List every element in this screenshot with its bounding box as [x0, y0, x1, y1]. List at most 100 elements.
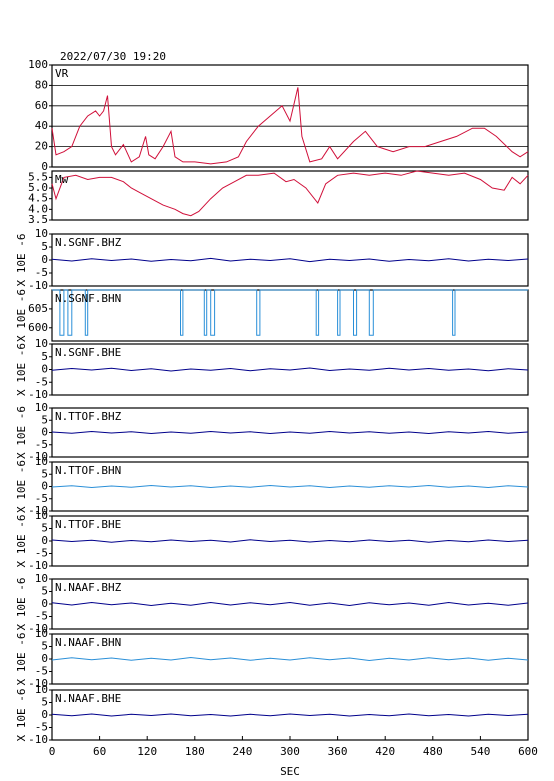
y-tick-label: 100	[28, 58, 48, 71]
y-tick-label: -10	[28, 559, 48, 572]
y-tick-label: 5	[41, 413, 48, 426]
y-tick-label: -5	[35, 547, 48, 560]
trace-line	[51, 170, 529, 217]
y-tick-label: 10	[35, 572, 48, 585]
trace-line	[51, 713, 529, 717]
trace-line	[51, 656, 529, 662]
y-tick-label: 4.5	[28, 192, 48, 205]
y-tick-label: -5	[35, 375, 48, 388]
trace-line	[51, 601, 529, 607]
y-tick-label: -10	[28, 388, 48, 401]
y-tick-label: 10	[35, 227, 48, 240]
y-axis-label: X 10E -6	[15, 689, 28, 742]
y-axis-label: X 10E -6	[15, 578, 28, 631]
panel-label: Mw	[55, 173, 69, 186]
y-axis-label: X 10E -6	[15, 633, 28, 686]
y-tick-label: 60	[35, 99, 48, 112]
panel-label: N.TTOF.BHZ	[55, 410, 122, 423]
y-tick-label: 600	[28, 321, 48, 334]
panel-label: N.NAAF.BHZ	[55, 581, 122, 594]
y-tick-label: -10	[28, 279, 48, 292]
trace-line	[51, 484, 529, 489]
trace-line	[51, 257, 529, 263]
trace-line	[51, 367, 529, 372]
y-axis-label: X 10E -6	[15, 289, 28, 342]
panel-label: N.SGNF.BHE	[55, 346, 121, 359]
y-tick-label: 5.5	[28, 170, 48, 183]
panel-frame	[51, 289, 529, 342]
y-tick-label: 0	[41, 160, 48, 173]
y-tick-label: -5	[35, 610, 48, 623]
y-tick-label: 10	[35, 509, 48, 522]
y-axis-label: X 10E -6	[15, 460, 28, 513]
y-tick-label: -10	[28, 450, 48, 463]
y-axis-label: X 10E -6	[15, 343, 28, 396]
y-tick-label: -10	[28, 504, 48, 517]
y-tick-label: 0	[41, 480, 48, 493]
y-tick-label: 0	[41, 652, 48, 665]
y-tick-label: 0	[41, 253, 48, 266]
y-tick-label: 5	[41, 522, 48, 535]
panel-label: N.SGNF.BHN	[55, 292, 121, 305]
x-tick-label: 420	[375, 745, 395, 758]
x-axis-label: SEC	[280, 765, 300, 778]
y-tick-label: 605	[28, 302, 48, 315]
y-tick-label: 0	[41, 708, 48, 721]
y-tick-label: 0	[41, 426, 48, 439]
y-tick-label: 0	[41, 534, 48, 547]
panel-label: N.NAAF.BHN	[55, 636, 121, 649]
y-tick-label: -10	[28, 733, 48, 746]
y-tick-label: -5	[35, 492, 48, 505]
x-tick-label: 540	[470, 745, 490, 758]
y-tick-label: 10	[35, 401, 48, 414]
y-tick-label: 5	[41, 240, 48, 253]
y-tick-label: 10	[35, 683, 48, 696]
y-tick-label: -5	[35, 438, 48, 451]
panel-label: N.TTOF.BHE	[55, 518, 121, 531]
y-tick-label: -10	[28, 622, 48, 635]
y-tick-label: 0	[41, 363, 48, 376]
y-tick-label: 10	[35, 337, 48, 350]
x-tick-label: 600	[518, 745, 538, 758]
x-tick-label: 360	[328, 745, 348, 758]
y-tick-label: 20	[35, 140, 48, 153]
panel-label: N.NAAF.BHE	[55, 692, 121, 705]
x-tick-label: 180	[185, 745, 205, 758]
trace-line	[51, 539, 529, 543]
panel-frame	[51, 64, 529, 168]
x-tick-label: 120	[137, 745, 157, 758]
y-tick-label: -5	[35, 721, 48, 734]
trace-line	[51, 430, 529, 435]
y-tick-label: 5	[41, 640, 48, 653]
y-axis-label: X 10E -6	[15, 515, 28, 568]
y-tick-label: 5.0	[28, 181, 48, 194]
panel-label: VR	[55, 67, 69, 80]
panel-label: N.TTOF.BHN	[55, 464, 121, 477]
y-tick-label: -5	[35, 266, 48, 279]
y-tick-label: -10	[28, 677, 48, 690]
trace-line	[52, 289, 528, 336]
x-tick-label: 480	[423, 745, 443, 758]
y-tick-label: 10	[35, 627, 48, 640]
x-tick-label: 0	[49, 745, 56, 758]
y-tick-label: 4.0	[28, 202, 48, 215]
chart-title: 2022/07/30 19:20	[60, 50, 166, 63]
y-tick-label: 10	[35, 455, 48, 468]
y-tick-label: 5	[41, 350, 48, 363]
y-axis-label: X 10E -6	[15, 234, 28, 287]
y-tick-label: 3.5	[28, 213, 48, 226]
trace-line	[51, 87, 529, 165]
y-tick-label: 5	[41, 696, 48, 709]
panel-frame	[51, 170, 529, 221]
x-tick-label: 240	[232, 745, 252, 758]
y-tick-label: 0	[41, 597, 48, 610]
y-tick-label: 5	[41, 585, 48, 598]
panel-label: N.SGNF.BHZ	[55, 236, 122, 249]
y-tick-label: 40	[35, 119, 48, 132]
x-tick-label: 60	[93, 745, 106, 758]
y-tick-label: 80	[35, 78, 48, 91]
x-tick-label: 300	[280, 745, 300, 758]
y-tick-label: -5	[35, 665, 48, 678]
y-axis-label: X 10E -6	[15, 406, 28, 459]
